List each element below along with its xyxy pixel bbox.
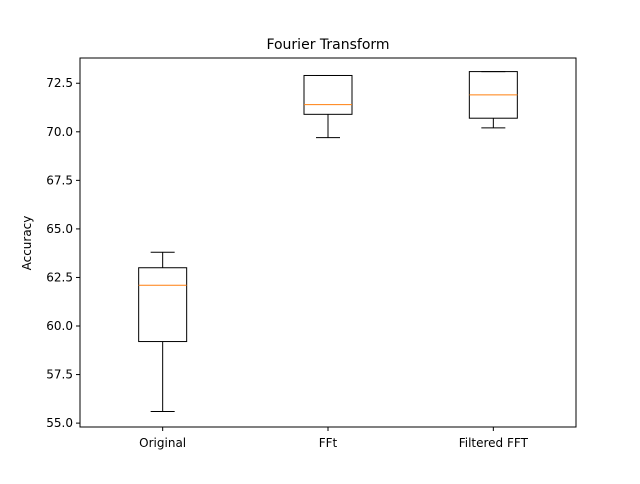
y-tick-label: 57.5 xyxy=(46,368,73,382)
plot-frame xyxy=(79,57,577,428)
plot-layer: 55.0 57.5 60.0 62.5 65.0 67.5 70.0 72.5 Original… xyxy=(46,71,529,450)
y-tick-label: 60.0 xyxy=(46,319,73,333)
y-tick-label: 72.5 xyxy=(46,76,73,90)
y-tick-label: 65.0 xyxy=(46,222,73,236)
y-tick-label: 62.5 xyxy=(46,270,73,284)
box-iqr xyxy=(303,74,353,115)
x-tick-label: Filtered FFT xyxy=(459,436,529,450)
chart-title: Fourier Transform xyxy=(266,37,389,53)
y-tick-label: 55.0 xyxy=(46,416,73,430)
y-axis-label: Accuracy xyxy=(20,216,34,271)
y-tick-label: 67.5 xyxy=(46,173,73,187)
x-tick-label: Original xyxy=(139,436,186,450)
x-tick-label: FFt xyxy=(319,436,338,450)
y-tick-label: 70.0 xyxy=(46,125,73,139)
box-iqr xyxy=(138,267,188,343)
